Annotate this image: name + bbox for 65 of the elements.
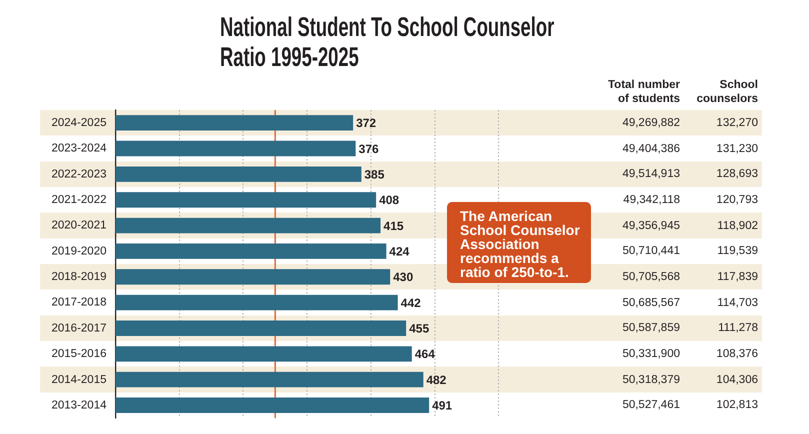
data-label: 50,710,441 xyxy=(622,244,680,258)
data-label: 117,839 xyxy=(717,270,758,284)
data-label: 49,356,945 xyxy=(622,218,680,233)
bar xyxy=(116,269,390,285)
data-label: 128,693 xyxy=(716,167,758,182)
bar xyxy=(116,398,430,413)
data-label: 464 xyxy=(414,347,436,362)
bar xyxy=(116,294,398,310)
data-label: 49,342,118 xyxy=(623,192,680,207)
bar xyxy=(116,166,362,182)
annotation: The American School Counselor Association recommends a ratio of 250-to-1. xyxy=(460,208,580,280)
data-label: 408 xyxy=(379,193,400,208)
data-label: 442 xyxy=(400,296,422,310)
bar xyxy=(116,218,381,234)
data-label: 482 xyxy=(426,372,447,387)
data-label: 49,404,386 xyxy=(622,142,680,156)
data-label: 50,587,859 xyxy=(622,321,680,336)
data-label: 415 xyxy=(384,218,404,233)
data-label: 491 xyxy=(432,398,452,413)
data-label: 50,318,379 xyxy=(622,372,680,387)
bar xyxy=(116,192,376,208)
data-label: 49,514,913 xyxy=(622,167,680,182)
data-label: 119,539 xyxy=(717,244,758,258)
y-tick-label: 2021-2022 xyxy=(52,194,106,206)
data-label: 132,270 xyxy=(716,116,758,130)
chart-title: National Student To School Counselor Ratio 1995-2025 xyxy=(220,12,556,72)
text: Total number of students xyxy=(607,79,680,106)
text: School counselors xyxy=(696,79,758,106)
bar xyxy=(116,244,386,259)
y-tick-label: 2013-2014 xyxy=(52,399,108,412)
y-tick-label: 2017-2018 xyxy=(52,296,106,309)
y-tick-label: 2016-2017 xyxy=(52,322,106,334)
y-tick-label: 2020-2021 xyxy=(52,220,106,232)
data-label: 104,306 xyxy=(716,372,758,387)
y-tick-label: 2024-2025 xyxy=(52,117,106,130)
y-tick-label: 2022-2023 xyxy=(52,168,106,180)
data-label: 102,813 xyxy=(716,398,758,412)
callout-box: The American School Counselor Association recommends a ratio of 250-to-1. xyxy=(447,202,591,283)
data-label: 430 xyxy=(393,270,414,284)
data-label: 50,331,900 xyxy=(622,346,680,361)
y-tick-label: 2015-2016 xyxy=(52,348,106,360)
data-label: 50,705,568 xyxy=(622,270,680,284)
bar xyxy=(116,372,424,388)
bar xyxy=(116,346,412,362)
bar xyxy=(116,320,406,336)
data-label: 111,278 xyxy=(718,321,758,336)
data-label: 114,703 xyxy=(717,296,758,310)
data-label: 131,230 xyxy=(716,142,758,156)
data-label: 50,527,461 xyxy=(622,398,680,412)
y-tick-label: 2019-2020 xyxy=(52,245,106,258)
bar xyxy=(116,140,356,156)
data-label: 372 xyxy=(356,116,376,130)
bar xyxy=(116,115,354,131)
y-tick-label: 2014-2015 xyxy=(52,374,106,386)
data-label: 424 xyxy=(389,244,410,259)
data-label: 49,269,882 xyxy=(622,116,680,130)
data-label: 385 xyxy=(364,168,385,182)
data-label: 108,376 xyxy=(716,346,758,361)
data-label: 50,685,567 xyxy=(622,296,680,310)
data-label: 118,902 xyxy=(717,218,758,233)
data-label: 455 xyxy=(409,322,430,336)
y-tick-label: 2023-2024 xyxy=(52,142,108,155)
data-label: 376 xyxy=(358,142,379,156)
data-label: 120,793 xyxy=(716,192,758,207)
y-tick-label: 2018-2019 xyxy=(52,271,106,284)
